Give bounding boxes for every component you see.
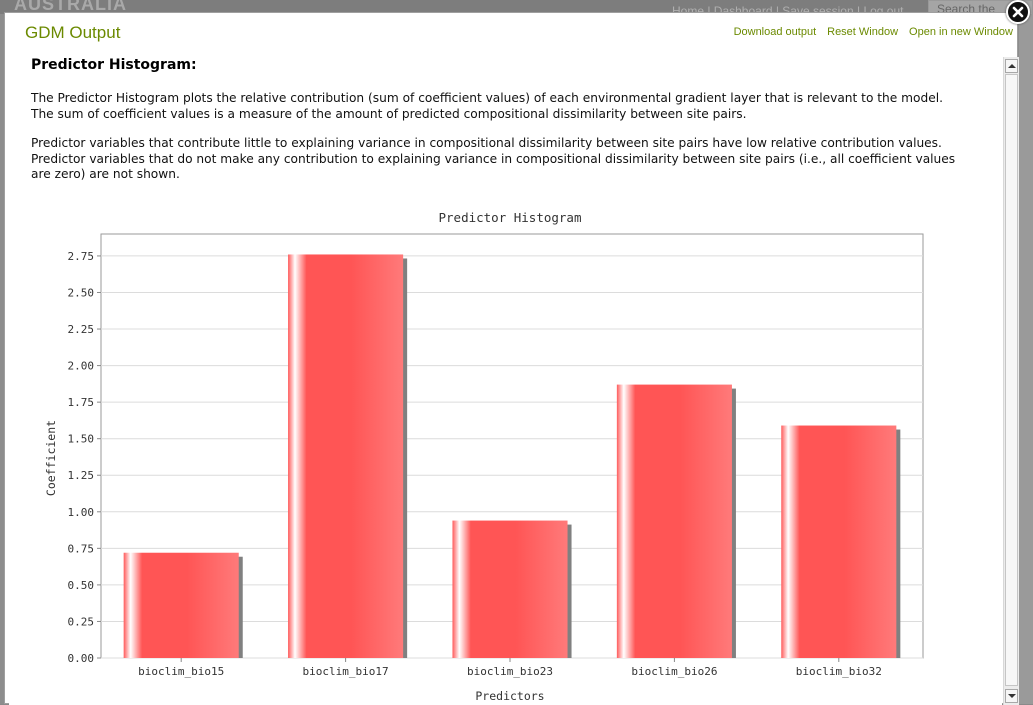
gdm-output-window: GDM Output Download output Reset Window … [4, 12, 1019, 705]
background-header [0, 0, 1033, 14]
output-content: Predictor Histogram: The Predictor Histo… [9, 57, 1002, 705]
x-tick-label: bioclim_bio32 [796, 665, 882, 678]
background-right-panel [1019, 14, 1033, 704]
x-tick-label: bioclim_bio26 [631, 665, 717, 678]
x-tick-label: bioclim_bio17 [303, 665, 389, 678]
bar-bioclim_bio17 [288, 254, 404, 658]
y-tick-label: 1.50 [68, 433, 95, 446]
y-tick-label: 2.50 [68, 286, 95, 299]
close-window-button[interactable] [1006, 0, 1030, 24]
chart-title: Predictor Histogram [439, 210, 582, 225]
arrow-up-icon [1008, 64, 1016, 68]
y-tick-label: 0.25 [68, 615, 95, 628]
y-axis-label: Coefficient [44, 420, 58, 496]
y-tick-label: 1.00 [68, 506, 95, 519]
scrollbar-thumb[interactable] [1005, 74, 1018, 686]
bar-bioclim_bio23 [452, 520, 568, 658]
y-tick-label: 2.25 [68, 323, 95, 336]
predictor-histogram-chart: Predictor Histogram 0.00 0.25 0.50 0.75 1.00 1… [44, 210, 924, 703]
scroll-up-button[interactable] [1005, 59, 1018, 73]
download-output-link[interactable]: Download output [733, 26, 817, 38]
vertical-scrollbar[interactable] [1003, 57, 1019, 705]
description-paragraph-2: Predictor variables that contribute litt… [31, 136, 956, 181]
x-tick-label: bioclim_bio23 [467, 665, 553, 678]
y-tick-label: 0.00 [68, 652, 95, 665]
y-tick-label: 0.50 [68, 579, 95, 592]
bar-bioclim_bio15 [123, 552, 239, 658]
y-tick-label: 2.75 [68, 250, 95, 263]
window-title: GDM Output [25, 23, 121, 42]
section-heading: Predictor Histogram: [31, 57, 197, 73]
scroll-down-button[interactable] [1005, 689, 1018, 703]
y-tick-label: 2.00 [68, 360, 95, 373]
bar-bioclim_bio32 [781, 425, 897, 658]
reset-window-link[interactable]: Reset Window [827, 26, 899, 38]
open-new-window-link[interactable]: Open in new Window [909, 26, 1013, 38]
y-tick-label: 0.75 [68, 542, 95, 555]
description-paragraph-1: The Predictor Histogram plots the relati… [31, 91, 943, 121]
background-brand: AUSTRALIA [14, 0, 127, 14]
x-axis-label: Predictors [475, 689, 544, 703]
y-tick-label: 1.25 [68, 469, 95, 482]
close-icon [1012, 6, 1024, 18]
window-links: Download output Reset Window Open in new… [734, 26, 1013, 38]
bar-bioclim_bio26 [616, 384, 732, 658]
arrow-down-icon [1008, 694, 1016, 698]
x-tick-label: bioclim_bio15 [138, 665, 224, 678]
y-tick-label: 1.75 [68, 396, 95, 409]
